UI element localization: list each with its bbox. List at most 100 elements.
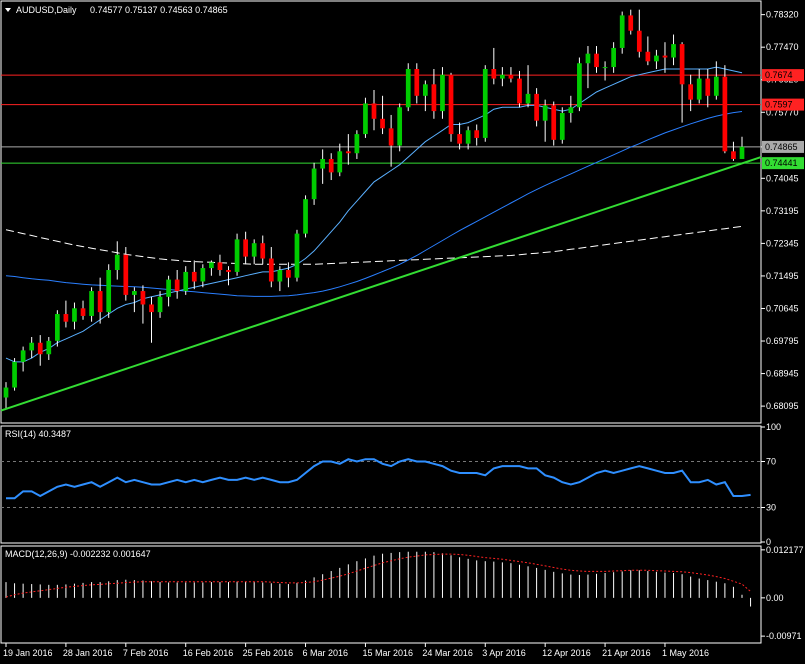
bear-candle [628, 15, 634, 31]
macd-tick-label: -0.00971 [766, 631, 802, 641]
trendline-group[interactable] [0, 156, 762, 412]
symbol-label: AUDUSD,Daily [16, 5, 77, 15]
price-tick-label: 0.72345 [766, 238, 799, 248]
bull-candle [166, 279, 171, 297]
bull-candle [405, 69, 411, 108]
macd-panel[interactable]: 0.012177 0.00 -0.00971 MACD(12,26,9) -0.00… [0, 545, 804, 644]
price-label-text: 0.7597 [765, 100, 793, 110]
price-tick-label: 0.69795 [766, 336, 799, 346]
bear-candle [594, 53, 599, 68]
bear-candle [551, 105, 557, 140]
ohlc-values: 0.74577 0.75137 0.74563 0.74865 [90, 5, 228, 15]
rsi-panel[interactable]: 100 70 30 0 RSI(14) 40.3487 [0, 422, 781, 547]
bear-candle [371, 103, 377, 119]
time-tick-label: 3 Apr 2016 [482, 648, 526, 658]
time-tick-label: 24 Mar 2016 [422, 648, 473, 658]
bear-candle [508, 74, 514, 79]
bear-candle [191, 271, 197, 282]
bear-candle [37, 342, 43, 355]
ma-slow-line [5, 225, 743, 265]
price-label-box [762, 69, 804, 82]
rsi-line [6, 458, 751, 500]
price-panel[interactable]: 0.783200.774700.766200.757700.748650.740… [0, 0, 804, 424]
price-label-box [762, 140, 804, 153]
bull-candle [337, 151, 343, 173]
bear-candle [645, 51, 651, 62]
bull-candle [114, 254, 120, 271]
moving-averages [5, 66, 743, 363]
bull-candle [619, 15, 625, 48]
bear-candle [517, 78, 522, 104]
rsi-tick-label: 70 [766, 457, 776, 467]
bull-candle [294, 233, 300, 278]
macd-tick-label: 0.00 [766, 593, 784, 603]
price-tick-label: 0.68095 [766, 401, 799, 411]
macd-panel-frame [0, 545, 762, 644]
price-tick-label: 0.74045 [766, 173, 799, 183]
bear-candle [705, 78, 711, 96]
time-tick-label: 25 Feb 2016 [243, 648, 294, 658]
bull-candle [671, 44, 676, 58]
price-tick-label: 0.68945 [766, 369, 799, 379]
bull-candle [525, 93, 531, 104]
time-tick-label: 15 Mar 2016 [362, 648, 413, 658]
bear-candle [722, 76, 728, 152]
macd-signal-line [5, 553, 751, 598]
bear-candle [731, 151, 736, 159]
bear-candle [534, 93, 539, 121]
bull-candle [559, 113, 565, 140]
bull-candle [568, 107, 574, 114]
bear-candle [260, 243, 266, 259]
bear-candle [123, 254, 129, 295]
bear-candle [414, 69, 420, 96]
bull-candle [440, 74, 445, 112]
time-tick-label: 28 Jan 2016 [63, 648, 113, 658]
bull-candle [577, 63, 582, 108]
horizontal-levels [1, 74, 761, 164]
bull-candle [696, 78, 702, 100]
price-tick-label: 0.78320 [766, 10, 799, 20]
rsi-title: RSI(14) 40.3487 [5, 429, 71, 439]
triangle-down-icon[interactable] [5, 8, 11, 12]
macd-signal-polyline [5, 553, 751, 598]
macd-axis: 0.012177 0.00 -0.00971 [761, 545, 804, 641]
bull-candle [739, 146, 745, 159]
macd-histogram [5, 551, 752, 607]
bear-candle [448, 74, 454, 135]
price-label-text: 0.74441 [765, 158, 798, 168]
price-label-text: 0.74865 [765, 142, 798, 152]
macd-title: MACD(12,26,9) -0.002232 0.001647 [5, 549, 151, 559]
bear-candle [174, 279, 180, 292]
bear-candle [63, 314, 69, 322]
bear-candle [491, 69, 497, 79]
bear-candle [679, 44, 685, 85]
rsi-tick-label: 30 [766, 503, 776, 513]
bull-candle [602, 67, 608, 69]
bear-candle [345, 151, 351, 154]
bull-candle [234, 239, 240, 272]
price-tick-label: 0.73195 [766, 206, 799, 216]
bull-candle [397, 107, 403, 146]
bear-candle [97, 291, 103, 313]
rsi-levels [1, 461, 761, 508]
bear-candle [243, 239, 248, 257]
bull-candle [251, 243, 257, 257]
bull-candle [354, 134, 360, 154]
bull-candle [465, 130, 471, 144]
time-tick-label: 1 May 2016 [662, 648, 709, 658]
bull-candle [106, 270, 112, 313]
time-tick-label: 16 Feb 2016 [183, 648, 234, 658]
bull-candle [54, 314, 60, 341]
price-label-box [762, 157, 804, 170]
bear-candle [286, 270, 291, 278]
macd-tick-label: 0.012177 [766, 545, 804, 555]
bull-candle [422, 84, 428, 96]
bull-candle [132, 291, 137, 295]
bull-candle [320, 158, 326, 169]
uptrend-line[interactable] [0, 156, 762, 412]
bear-candle [636, 30, 642, 52]
bull-candle [209, 262, 214, 269]
bull-candle [585, 53, 591, 64]
bull-candle [500, 74, 505, 79]
